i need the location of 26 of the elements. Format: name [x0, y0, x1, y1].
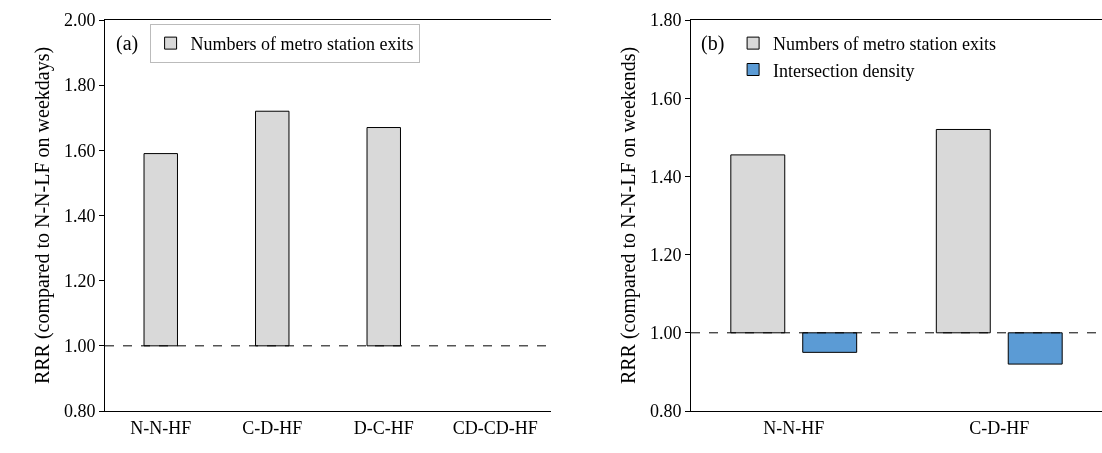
y-tick-label: 0.80 — [63, 401, 96, 422]
y-tick-label: 1.20 — [649, 244, 682, 265]
legend-label: Numbers of metro station exits — [773, 34, 997, 55]
x-tick-label: N-N-HF — [130, 417, 192, 438]
y-tick-label: 1.80 — [649, 10, 682, 31]
y-tick-label: 1.60 — [63, 140, 96, 161]
x-tick-label: N-N-HF — [763, 417, 825, 438]
y-axis-title: RRR (compared to N-N-LF on weekends) — [617, 46, 641, 385]
x-tick-label: C-D-HF — [242, 417, 303, 438]
y-tick-label: 1.20 — [63, 270, 96, 291]
legend-label: Intersection density — [773, 60, 915, 81]
annotation: (a) — [116, 32, 139, 55]
y-tick-label: 1.80 — [63, 75, 96, 96]
legend-label: Numbers of metro station exits — [190, 34, 414, 55]
y-tick-label: 1.60 — [649, 88, 682, 109]
y-tick-label: 1.00 — [649, 323, 682, 344]
y-axis-title: RRR (compared to N-N-LF on weekdays) — [31, 46, 55, 385]
annotation: (b) — [701, 32, 725, 55]
y-tick-label: 1.40 — [63, 205, 96, 226]
x-tick-label: C-D-HF — [969, 417, 1030, 438]
y-tick-label: 0.80 — [649, 401, 682, 422]
y-tick-label: 1.00 — [63, 336, 96, 357]
y-tick-label: 2.00 — [63, 10, 96, 31]
x-tick-label: D-C-HF — [353, 417, 414, 438]
x-tick-label: CD-CD-HF — [452, 417, 538, 438]
y-tick-label: 1.40 — [649, 166, 682, 187]
